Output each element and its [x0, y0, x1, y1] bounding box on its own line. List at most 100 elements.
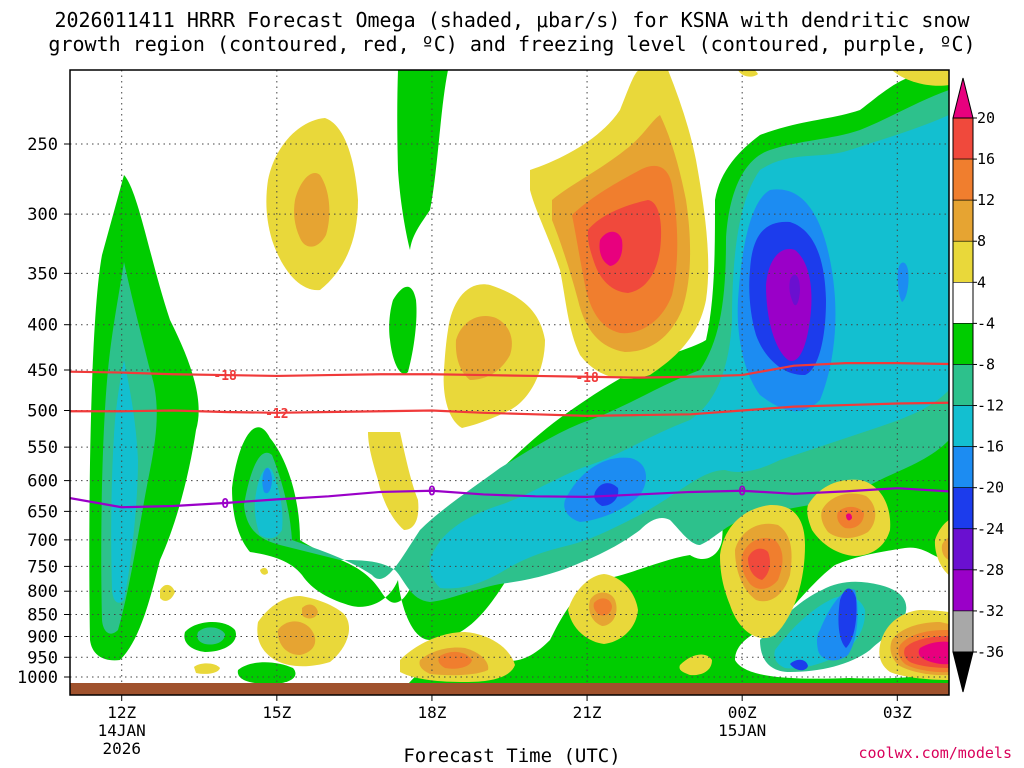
colorbar-label: 12 — [977, 191, 995, 209]
omega-region-sinking-weak-patch-7 — [260, 567, 268, 575]
y-tick-label: 850 — [27, 606, 58, 626]
omega-region-upward-very-strong-patch — [262, 467, 272, 494]
colorbar-max-arrow — [952, 77, 974, 119]
omega-region-sinking-strong-lower-3 — [438, 651, 472, 669]
y-axis: 2503003504004505005506006507007508008509… — [17, 135, 70, 688]
x-tick-label: 03Z — [883, 703, 912, 722]
x-tick-label: 12Z — [107, 703, 136, 722]
y-tick-label: 450 — [27, 361, 58, 381]
colorbar-label: -36 — [977, 643, 1004, 661]
omega-region-sinking-weak-upper-right — [892, 70, 949, 86]
omega-region-sinking-very-strong-upper — [587, 200, 662, 293]
omega-region-sinking-extreme-lower-right — [918, 641, 949, 665]
x-tick-label: 00Z — [728, 703, 757, 722]
colorbar-label: -20 — [977, 479, 1004, 497]
colorbar-frame — [952, 117, 974, 653]
x-tick-label: 21Z — [573, 703, 602, 722]
y-tick-label: 650 — [27, 502, 58, 522]
omega-region-sinking-weak-patch-5 — [194, 663, 220, 674]
omega-region-sinking-weak-patch-4 — [679, 654, 712, 676]
chart-title-line-2: growth region (contoured, red, ºC) and f… — [48, 32, 976, 56]
omega-shaded-field — [89, 70, 949, 695]
omega-region-sinking-moderate-mid — [455, 316, 512, 380]
omega-region-upward-weak-patch-2 — [237, 662, 296, 684]
x-tick-label: 18Z — [417, 703, 446, 722]
omega-region-sinking-moderate-upper-left — [294, 172, 330, 247]
contour-label: -18 — [575, 371, 599, 386]
contour-line-1 — [70, 401, 949, 417]
omega-region-sinking-weak-patch-6 — [160, 584, 175, 601]
colorbar-label: -28 — [977, 561, 1004, 579]
x-tick-date: 15JAN — [718, 721, 766, 740]
colorbar-bin — [952, 323, 974, 365]
y-tick-label: 750 — [27, 557, 58, 577]
colorbar-bin — [952, 446, 974, 488]
omega-region-upward-weak-patch-1 — [389, 286, 417, 374]
colorbar-label: -16 — [977, 438, 1004, 456]
colorbar-label: -32 — [977, 602, 1004, 620]
y-tick-label: 400 — [27, 316, 58, 336]
contour-line-2 — [70, 487, 949, 509]
omega-region-upward-intense-mid — [594, 483, 619, 506]
colorbar: 20 16 12 8 4 -4 -8 -12 -16 -20 -24 -28 -32 -36 — [952, 77, 1004, 693]
colorbar-bin — [952, 405, 974, 447]
colorbar-label: 8 — [977, 232, 986, 250]
colorbar-bin — [952, 610, 974, 653]
contour-label: -18 — [213, 369, 237, 384]
colorbar-label: -4 — [977, 314, 995, 332]
omega-region-sinking-moderate-patch-1 — [302, 604, 318, 619]
omega-region-sinking-strong-lower-2 — [593, 598, 612, 616]
ground-strip — [70, 683, 949, 695]
x-tick-label: 15Z — [262, 703, 291, 722]
plot-frame — [69, 69, 950, 696]
omega-region-sinking-moderate-lower-1 — [277, 621, 316, 655]
colorbar-bin — [952, 364, 974, 406]
y-tick-label: 950 — [27, 648, 58, 668]
x-axis-title: Forecast Time (UTC) — [403, 745, 621, 767]
y-tick-label: 800 — [27, 582, 58, 602]
credit-text: coolwx.com/models — [858, 744, 1012, 762]
omega-region-upward-intense-patch — [790, 659, 808, 671]
colorbar-bin — [952, 199, 974, 242]
omega-region-sinking-weak-patch-2 — [368, 432, 419, 530]
y-tick-label: 600 — [27, 472, 58, 492]
omega-region-upward-extreme-core — [789, 274, 800, 306]
colorbar-label: 20 — [977, 109, 995, 127]
omega-region-upward-very-strong-right — [897, 262, 909, 302]
chart-title: 2026011411 HRRR Forecast Omega (shaded, … — [0, 8, 1024, 56]
contour-label: -12 — [265, 407, 288, 422]
colorbar-bin — [952, 528, 974, 571]
omega-region-upward-moderate-patch — [197, 627, 225, 645]
colorbar-bin — [952, 117, 974, 160]
colorbar-bin — [952, 569, 974, 612]
colorbar-bin — [952, 282, 974, 324]
omega-region-upward-strong-mid — [254, 467, 283, 539]
y-tick-label: 500 — [27, 402, 58, 422]
colorbar-label: -12 — [977, 397, 1004, 415]
colorbar-min-arrow — [952, 651, 974, 693]
colorbar-label: -24 — [977, 520, 1004, 538]
colorbar-bin — [952, 158, 974, 201]
omega-region-upward-intense-lower-right — [838, 588, 857, 648]
contour-label: 0 — [428, 485, 436, 500]
y-tick-label: 550 — [27, 438, 58, 458]
grid — [70, 70, 949, 695]
contour-lines — [70, 361, 949, 509]
y-tick-label: 300 — [27, 205, 58, 225]
contour-line-0 — [70, 361, 949, 379]
omega-region-upward-weak-upper — [397, 70, 448, 250]
y-tick-label: 1000 — [17, 668, 58, 688]
chart-title-line-1: 2026011411 HRRR Forecast Omega (shaded, … — [54, 8, 970, 32]
omega-region-sinking-weak-patch-1 — [738, 70, 758, 77]
omega-region-upward-extreme — [766, 249, 812, 361]
y-tick-label: 900 — [27, 627, 58, 647]
colorbar-bin — [952, 240, 974, 283]
y-tick-label: 350 — [27, 264, 58, 284]
omega-region-sinking-moderate-patch-2 — [941, 538, 949, 560]
contour-label: 0 — [738, 485, 746, 500]
y-tick-label: 250 — [27, 135, 58, 155]
x-tick-date: 14JAN — [98, 721, 146, 740]
contour-labels: -18 -18 -12 0 0 0 — [213, 369, 746, 512]
